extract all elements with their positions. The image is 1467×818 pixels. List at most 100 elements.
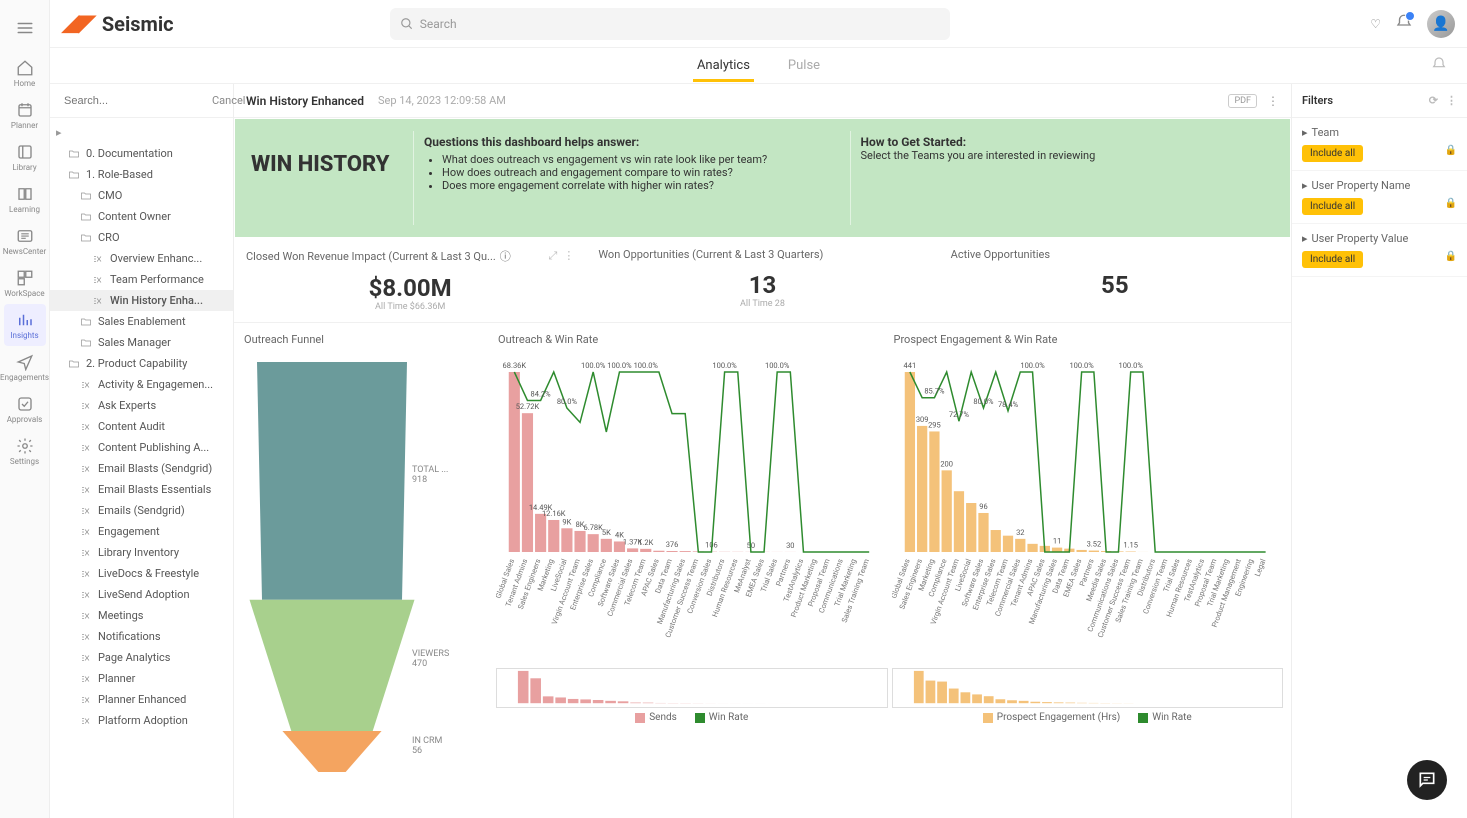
- svg-text:3.52: 3.52: [1086, 540, 1101, 549]
- export-pdf-button[interactable]: PDF: [1228, 94, 1257, 108]
- more-icon[interactable]: ⋮: [563, 249, 574, 263]
- svg-text:96: 96: [979, 502, 987, 511]
- rail-learning[interactable]: Learning: [4, 178, 46, 220]
- tab-analytics[interactable]: Analytics: [693, 50, 754, 81]
- tree-item[interactable]: LiveDocs & Freestyle: [50, 563, 233, 584]
- rail-home[interactable]: Home: [4, 52, 46, 94]
- svg-text:32: 32: [1016, 528, 1024, 537]
- tree-item[interactable]: Library Inventory: [50, 542, 233, 563]
- rail-library[interactable]: Library: [4, 136, 46, 178]
- tree-item[interactable]: Ask Experts: [50, 395, 233, 416]
- filter-chip[interactable]: Include all: [1302, 251, 1363, 268]
- bell-icon[interactable]: [1395, 13, 1413, 34]
- tree-item[interactable]: Platform Adoption: [50, 710, 233, 731]
- rail-approvals[interactable]: Approvals: [4, 388, 46, 430]
- lock-icon: 🔒: [1445, 198, 1457, 209]
- filter-chip[interactable]: Include all: [1302, 198, 1363, 215]
- tree-item[interactable]: Win History Enha...: [50, 290, 233, 311]
- banner-q3: Does more engagement correlate with high…: [442, 179, 832, 192]
- filters-title: Filters: [1302, 94, 1333, 107]
- chat-fab[interactable]: [1407, 760, 1447, 800]
- svg-text:84.2%: 84.2%: [531, 389, 552, 398]
- tree-item[interactable]: Content Publishing A...: [50, 437, 233, 458]
- svg-text:376: 376: [666, 540, 679, 549]
- svg-text:30: 30: [786, 541, 794, 550]
- logo[interactable]: ◢◤ Seismic: [62, 11, 174, 36]
- rail-planner[interactable]: Planner: [4, 94, 46, 136]
- tree-item[interactable]: 2. Product Capability: [50, 353, 233, 374]
- tree-item[interactable]: Emails (Sendgrid): [50, 500, 233, 521]
- tree-search-input[interactable]: [64, 95, 206, 107]
- dashboard-header: Win History Enhanced Sep 14, 2023 12:09:…: [234, 84, 1291, 118]
- tree-item[interactable]: Activity & Engagemen...: [50, 374, 233, 395]
- tree-item[interactable]: 1. Role-Based: [50, 164, 233, 185]
- banner-q2: How does outreach and engagement compare…: [442, 166, 832, 179]
- engagement-winrate-panel: Prospect Engagement & Win Rate 441309295…: [892, 327, 1284, 782]
- svg-text:80.0%: 80.0%: [973, 397, 994, 406]
- lock-icon: 🔒: [1445, 145, 1457, 156]
- tree-item[interactable]: ▸: [50, 122, 233, 143]
- dashboard-title: Win History Enhanced: [246, 94, 364, 108]
- tab-pulse[interactable]: Pulse: [784, 50, 824, 81]
- tree-item[interactable]: Content Owner: [50, 206, 233, 227]
- refresh-icon[interactable]: ⟳: [1429, 94, 1438, 107]
- svg-text:85.7%: 85.7%: [924, 387, 945, 396]
- tree-item[interactable]: LiveSend Adoption: [50, 584, 233, 605]
- banner-getstarted: How to Get Started: Select the Teams you…: [850, 131, 1279, 225]
- tree-item[interactable]: Overview Enhanc...: [50, 248, 233, 269]
- tree-item[interactable]: Page Analytics: [50, 647, 233, 668]
- kpi-row: Closed Won Revenue Impact (Current & Las…: [234, 238, 1291, 323]
- heart-icon[interactable]: ♡: [1370, 17, 1381, 31]
- rail-insights[interactable]: Insights: [4, 304, 46, 346]
- tree-item[interactable]: CMO: [50, 185, 233, 206]
- svg-text:100.0%: 100.0%: [1118, 361, 1143, 370]
- rail-newscenter[interactable]: NewsCenter: [4, 220, 46, 262]
- tree-item[interactable]: Email Blasts Essentials: [50, 479, 233, 500]
- more-icon[interactable]: ⋮: [1446, 94, 1457, 107]
- tree-item[interactable]: Engagement: [50, 521, 233, 542]
- svg-text:100.0%: 100.0%: [712, 361, 737, 370]
- more-icon[interactable]: ⋮: [1267, 94, 1279, 108]
- funnel-panel: Outreach Funnel TOTAL ...918VIEWERS470IN…: [242, 327, 492, 782]
- global-search[interactable]: Search: [390, 8, 950, 40]
- funnel-title: Outreach Funnel: [242, 327, 492, 352]
- tree-item[interactable]: Sales Enablement: [50, 311, 233, 332]
- tree-item[interactable]: Email Blasts (Sendgrid): [50, 458, 233, 479]
- search-icon: [400, 17, 414, 31]
- tree-item[interactable]: Planner Enhanced: [50, 689, 233, 710]
- alerts-icon[interactable]: [1431, 56, 1447, 75]
- tree-item[interactable]: 0. Documentation: [50, 143, 233, 164]
- banner-gs-body: Select the Teams you are interested in r…: [861, 149, 1096, 162]
- filter-chip[interactable]: Include all: [1302, 145, 1363, 162]
- hamburger-icon[interactable]: [0, 8, 50, 48]
- svg-text:6.78K: 6.78K: [584, 523, 604, 532]
- tree-item[interactable]: Team Performance: [50, 269, 233, 290]
- svg-text:441: 441: [903, 361, 916, 370]
- svg-text:100.0%: 100.0%: [1020, 361, 1045, 370]
- rail-settings[interactable]: Settings: [4, 430, 46, 472]
- tree-sidebar: Cancel ▸0. Documentation1. Role-BasedCMO…: [50, 84, 234, 818]
- expand-icon[interactable]: ⤢: [549, 249, 558, 263]
- topbar: ◢◤ Seismic Search ♡ 👤: [50, 0, 1467, 48]
- rail-engagements[interactable]: Engagements: [4, 346, 46, 388]
- svg-text:200: 200: [940, 459, 953, 468]
- dashboard: Win History Enhanced Sep 14, 2023 12:09:…: [234, 84, 1291, 818]
- tree-item[interactable]: Sales Manager: [50, 332, 233, 353]
- svg-text:Legal: Legal: [1252, 557, 1267, 577]
- nav-rail: HomePlannerLibraryLearningNewsCenterWork…: [0, 0, 50, 818]
- svg-text:100.0%: 100.0%: [607, 361, 632, 370]
- banner-q1: What does outreach vs engagement vs win …: [442, 153, 832, 166]
- svg-text:11: 11: [1052, 537, 1060, 546]
- tree-item[interactable]: Meetings: [50, 605, 233, 626]
- rail-workspace[interactable]: WorkSpace: [4, 262, 46, 304]
- svg-text:100.0%: 100.0%: [581, 361, 606, 370]
- tree-item[interactable]: Planner: [50, 668, 233, 689]
- logo-mark-icon: ◢◤: [62, 11, 96, 36]
- avatar[interactable]: 👤: [1427, 10, 1455, 38]
- tree-item[interactable]: Content Audit: [50, 416, 233, 437]
- svg-text:5K: 5K: [602, 528, 611, 537]
- tree-item[interactable]: Notifications: [50, 626, 233, 647]
- svg-text:78.4%: 78.4%: [997, 400, 1018, 409]
- lock-icon: 🔒: [1445, 251, 1457, 262]
- tree-item[interactable]: CRO: [50, 227, 233, 248]
